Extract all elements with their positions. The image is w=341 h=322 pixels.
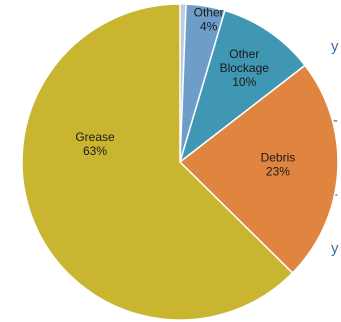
pie-slice-label-2: Other Blockage 10%: [220, 47, 270, 89]
pie-slice-label-line: Other: [229, 47, 259, 61]
side-fragment-3: -: [333, 186, 338, 203]
pie-slice-label-line: Blockage: [220, 61, 270, 75]
pie-slice-2: [178, 9, 307, 165]
pie-slice-label-line: 63%: [83, 144, 107, 158]
side-fragment-4: y: [331, 240, 339, 257]
pie-slice-4: [21, 3, 294, 321]
pie-slice-label-3: Debris 23%: [261, 150, 296, 178]
pie-slice-label-line: Grease: [75, 130, 115, 144]
side-fragment-1: y: [331, 38, 339, 55]
pie-slice-label-line: Other: [194, 5, 224, 19]
pie-slice-3: [178, 64, 339, 274]
pie-slice-label-1: Other 4%: [194, 5, 224, 33]
pie-slice-label-4: Grease 63%: [75, 130, 115, 158]
pie-slice-label-line: Debris: [261, 150, 296, 164]
side-fragment-2: -: [333, 112, 338, 129]
pie-slice-label-line: 23%: [266, 164, 290, 178]
pie-slice-label-line: 4%: [200, 19, 218, 33]
pie-slice-label-line: 10%: [232, 75, 256, 89]
